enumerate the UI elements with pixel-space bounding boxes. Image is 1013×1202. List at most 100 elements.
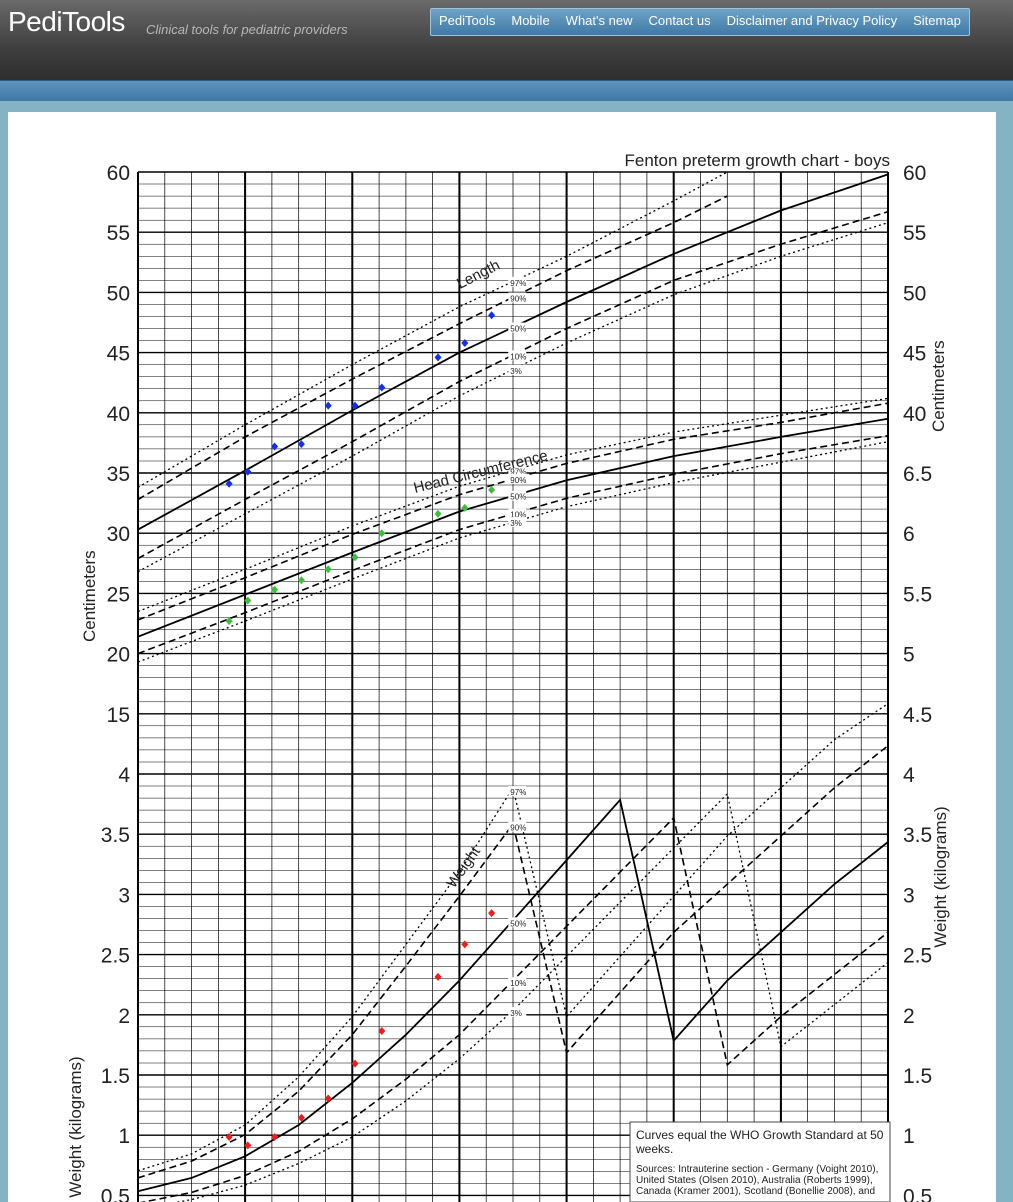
svg-text:Centimeters: Centimeters xyxy=(929,340,948,432)
left-tick-label: 3.5 xyxy=(101,824,130,847)
head-point xyxy=(351,553,359,562)
head-point xyxy=(324,565,332,574)
percentile-label-length: 97% xyxy=(510,279,526,288)
left-tick-label: 60 xyxy=(107,162,130,185)
length-point xyxy=(351,401,359,410)
length-point xyxy=(461,339,469,347)
percentile-label-bg xyxy=(508,821,527,832)
right-tick-label: 55 xyxy=(903,222,926,245)
nav-link-mobile[interactable]: Mobile xyxy=(511,13,550,28)
percentile-label-length: 90% xyxy=(510,295,526,304)
right-tick-label: 60 xyxy=(903,162,926,185)
right-tick-label: 3.5 xyxy=(903,824,932,847)
site-header: PediTools Clinical tools for pediatric p… xyxy=(0,0,1013,80)
percentile-label-bg xyxy=(508,322,527,333)
head-point xyxy=(297,576,305,585)
right-tick-label: 45 xyxy=(903,343,926,366)
left-tick-label: 1.5 xyxy=(101,1065,130,1088)
fenton-growth-chart: 6055504540353025201543.532.521.510.56055… xyxy=(66,151,950,1202)
weight-curve-p97 xyxy=(137,703,889,1172)
left-tick-label: 55 xyxy=(107,222,130,245)
percentile-label-bg xyxy=(508,508,527,519)
svg-text:Centimeters: Centimeters xyxy=(80,550,99,642)
left-tick-label: 4 xyxy=(118,764,130,787)
length-point xyxy=(488,311,496,320)
percentile-label-bg xyxy=(508,517,527,528)
head-point xyxy=(244,596,252,605)
percentile-label-weight: 3% xyxy=(510,1009,522,1018)
percentile-label-bg xyxy=(508,917,527,928)
percentile-label-bg xyxy=(508,465,527,476)
left-tick-label: 1 xyxy=(118,1125,130,1148)
length-curve-p90 xyxy=(137,195,728,501)
chart-labels: 6055504540353025201543.532.521.510.56055… xyxy=(101,162,932,1202)
weight-point xyxy=(225,1133,233,1141)
weight-point xyxy=(244,1141,252,1150)
percentile-label-bg xyxy=(508,490,527,501)
percentile-label-length: 10% xyxy=(510,352,526,361)
right-axis-top-label: Centimeters xyxy=(929,340,948,432)
left-axis-top-label: Centimeters xyxy=(80,550,99,642)
right-tick-label: 6.5 xyxy=(903,463,932,486)
chart-grid xyxy=(137,171,889,1202)
brand-logo[interactable]: PediTools xyxy=(8,6,125,37)
chart-panel: 60 55 50 45 40 35 30 25 20 15 4 3.5 3 2.5 2 1.5 1 0.5 60 55… xyxy=(8,112,996,1202)
weight-point xyxy=(271,1133,279,1141)
left-tick-label: 0.5 xyxy=(101,1185,130,1202)
head-point xyxy=(225,617,233,626)
percentile-label-length: 50% xyxy=(510,325,526,334)
note-box: Curves equal the WHO Growth Standard at … xyxy=(629,1121,891,1202)
left-tick-label: 20 xyxy=(107,644,130,667)
length-curve-p10 xyxy=(137,210,889,560)
weight-point xyxy=(324,1094,332,1103)
left-tick-label: 30 xyxy=(107,523,130,546)
head-point xyxy=(488,485,496,494)
nav-link-disclaimer[interactable]: Disclaimer and Privacy Policy xyxy=(726,13,898,28)
curve-label-length: Length xyxy=(454,257,503,293)
length-point xyxy=(225,479,233,488)
length-point xyxy=(324,401,332,410)
note-text: Curves equal the WHO Growth Standard at … xyxy=(636,1128,884,1156)
nav-link-contact[interactable]: Contact us xyxy=(648,13,711,28)
sub-header-bar xyxy=(0,80,1013,101)
svg-text:Weight (kilograms): Weight (kilograms) xyxy=(66,1056,85,1197)
length-point xyxy=(434,353,442,362)
right-tick-label: 4.5 xyxy=(903,704,932,727)
right-tick-label: 4 xyxy=(903,764,915,787)
nav-link-peditools[interactable]: PediTools xyxy=(439,13,496,28)
percentile-label-bg xyxy=(508,364,527,375)
percentile-label-bg xyxy=(508,276,527,287)
length-point xyxy=(378,383,386,392)
percentile-label-bg xyxy=(508,1007,527,1017)
left-tick-label: 25 xyxy=(107,583,130,606)
right-tick-label: 0.5 xyxy=(903,1185,932,1202)
percentile-label-bg xyxy=(508,786,527,797)
right-tick-label: 2 xyxy=(903,1005,915,1028)
sources-text: Sources: Intrauterine section - Germany … xyxy=(636,1164,879,1197)
brand-tagline: Clinical tools for pediatric providers xyxy=(146,22,348,37)
percentile-label-head: 50% xyxy=(510,493,526,502)
right-tick-label: 1 xyxy=(903,1125,915,1148)
left-tick-label: 35 xyxy=(107,463,130,486)
svg-text:Weight: Weight xyxy=(443,843,484,891)
percentile-label-bg xyxy=(508,977,527,988)
head-point xyxy=(461,503,469,512)
percentile-label-weight: 97% xyxy=(510,788,526,797)
weight-point xyxy=(378,1027,386,1035)
weight-point xyxy=(351,1059,359,1068)
percentile-label-bg xyxy=(508,350,527,361)
left-tick-label: 40 xyxy=(107,403,130,426)
svg-text:Weight (kilograms): Weight (kilograms) xyxy=(931,806,950,947)
nav-link-whats-new[interactable]: What's new xyxy=(565,13,633,28)
right-tick-label: 40 xyxy=(903,403,926,426)
length-point xyxy=(244,467,252,476)
patient-points xyxy=(225,311,496,1150)
nav-link-sitemap[interactable]: Sitemap xyxy=(913,13,961,28)
right-axis-bottom-label: Weight (kilograms) xyxy=(931,806,950,947)
percentile-label-head: 90% xyxy=(510,476,526,485)
percentile-label-weight: 50% xyxy=(510,919,526,928)
left-tick-label: 15 xyxy=(107,704,130,727)
curve-label-weight: Weight xyxy=(443,843,484,891)
right-tick-label: 50 xyxy=(903,282,926,305)
percentile-label-weight: 90% xyxy=(510,824,526,833)
